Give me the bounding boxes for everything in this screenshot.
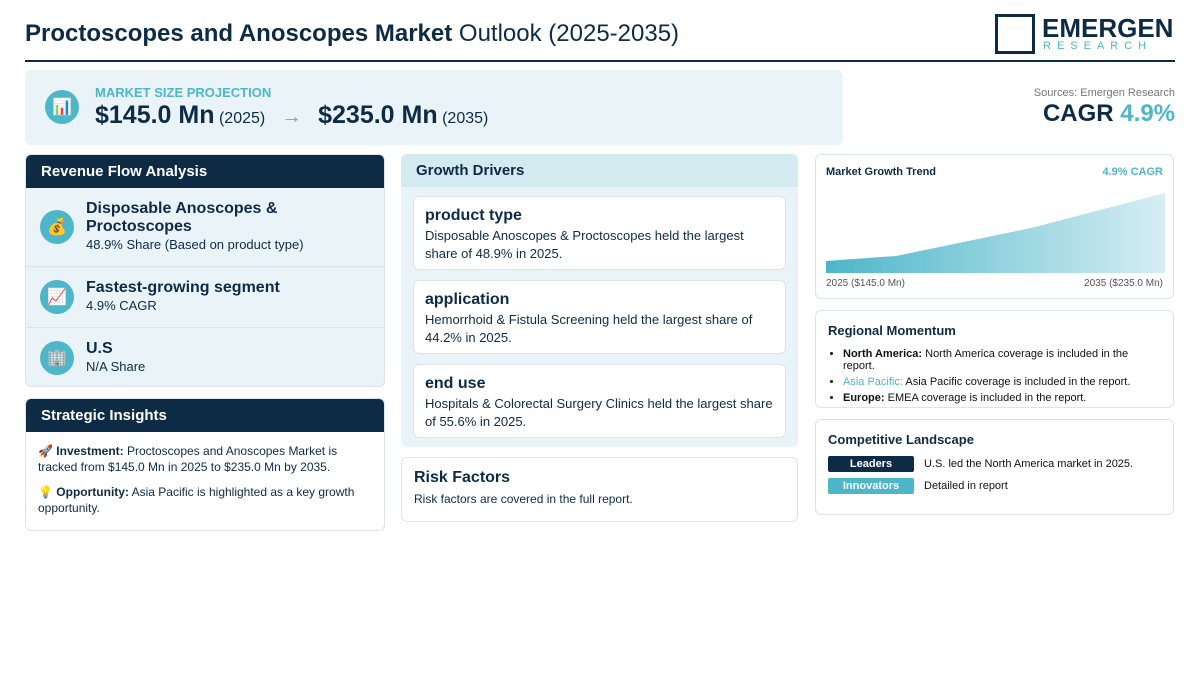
driver: end use Hospitals & Colorectal Surgery Cl… xyxy=(413,364,786,438)
badge: Leaders xyxy=(828,456,914,472)
insight-label: Investment: xyxy=(56,444,124,458)
region-text: North America coverage is included in th… xyxy=(843,348,1129,372)
cagr-label: CAGR xyxy=(1042,100,1114,127)
trend-badge: 4.9% CAGR xyxy=(1102,166,1163,178)
competitive-text: Detailed in report xyxy=(924,480,1008,492)
region-name: Asia Pacific: xyxy=(843,376,903,388)
arrow: → xyxy=(281,106,302,128)
projection-icon: 📊 xyxy=(45,90,79,124)
revenue-title: Revenue Flow Analysis xyxy=(26,155,384,188)
trend-title: Market Growth Trend xyxy=(826,166,937,178)
competitive-card: Competitive Landscape Leaders U.S. led th… xyxy=(815,419,1174,515)
regional-card: Regional Momentum North America: North A… xyxy=(815,310,1174,408)
competitive-row: Leaders U.S. led the North America market… xyxy=(828,456,1161,472)
insight-icon: 💡 xyxy=(38,485,53,499)
header-rule xyxy=(25,60,1175,62)
logo-main: EMERGEN xyxy=(1042,13,1174,43)
item-title: U.S xyxy=(86,340,113,357)
driver-title: product type xyxy=(425,207,522,224)
trend-card: Market Growth Trend 4.9% CAGR 2025 ($145… xyxy=(815,154,1174,299)
item-icon: 📈 xyxy=(40,280,74,314)
insight-text: Proctoscopes and Anoscopes Market is tra… xyxy=(38,444,338,474)
regional-list: North America: North America coverage is… xyxy=(828,348,1161,404)
projection-values: $145.0 Mn (2025) → $235.0 Mn (2035) xyxy=(95,101,488,130)
region-name: Europe: xyxy=(843,392,885,404)
revenue-item: 📈 Fastest-growing segment 4.9% CAGR xyxy=(26,267,384,328)
revenue-card: Revenue Flow Analysis 💰 Disposable Anosco… xyxy=(25,154,385,387)
projection-label: MARKET SIZE PROJECTION xyxy=(95,85,272,100)
trend-start: 2025 ($145.0 Mn) xyxy=(826,278,905,289)
insight-icon: 🚀 xyxy=(38,444,53,458)
region-item: North America: North America coverage is… xyxy=(843,348,1161,372)
source: Sources: Emergen Research xyxy=(1033,87,1175,99)
competitive-title: Competitive Landscape xyxy=(828,432,974,447)
driver-title: end use xyxy=(425,375,486,392)
item-detail: N/A Share xyxy=(86,359,146,374)
logo-sub: RESEARCH xyxy=(1043,40,1153,52)
trend-area xyxy=(826,193,1165,273)
region-name: North America: xyxy=(843,348,923,360)
title-bold: Proctoscopes and Anoscopes Market xyxy=(25,20,453,47)
driver: application Hemorrhoid & Fistula Screenin… xyxy=(413,280,786,354)
start-year: (2025) xyxy=(218,110,266,127)
competitive-text: U.S. led the North America market in 202… xyxy=(924,458,1134,470)
cagr-value: 4.9% xyxy=(1120,100,1175,127)
start-value: $145.0 Mn xyxy=(95,101,215,129)
item-title: Disposable Anoscopes & Proctoscopes xyxy=(86,200,278,235)
risk-text: Risk factors are covered in the full rep… xyxy=(414,492,633,506)
risk-title: Risk Factors xyxy=(414,469,511,486)
driver: product type Disposable Anoscopes & Proct… xyxy=(413,196,786,270)
logo-mark xyxy=(995,14,1035,54)
driver-text: Hemorrhoid & Fistula Screening held the … xyxy=(425,312,753,345)
insights-title: Strategic Insights xyxy=(26,399,384,432)
cagr: CAGR 4.9% xyxy=(1043,100,1175,128)
regional-title: Regional Momentum xyxy=(828,323,956,338)
competitive-row: Innovators Detailed in report xyxy=(828,478,1161,494)
item-detail: 4.9% CAGR xyxy=(86,298,157,313)
title: Proctoscopes and Anoscopes Market Outloo… xyxy=(25,20,679,48)
insight: 💡 Opportunity: Asia Pacific is highlight… xyxy=(38,484,372,516)
end-value: $235.0 Mn xyxy=(318,101,438,129)
insights-body: 🚀 Investment: Proctoscopes and Anoscopes… xyxy=(26,432,384,527)
region-item: Europe: EMEA coverage is included in the… xyxy=(843,392,1161,404)
item-icon: 🏢 xyxy=(40,341,74,375)
risk-card: Risk Factors Risk factors are covered in… xyxy=(401,457,798,522)
region-text: EMEA coverage is included in the report. xyxy=(887,392,1087,404)
region-item: Asia Pacific: Asia Pacific coverage is i… xyxy=(843,376,1161,388)
insight: 🚀 Investment: Proctoscopes and Anoscopes… xyxy=(38,443,372,475)
trend-chart xyxy=(826,193,1165,273)
insights-card: Strategic Insights 🚀 Investment: Proctos… xyxy=(25,398,385,531)
insight-label: Opportunity: xyxy=(56,485,129,499)
drivers-title: Growth Drivers xyxy=(401,154,798,187)
insight-text: Asia Pacific is highlighted as a key gro… xyxy=(38,485,355,515)
trend-end: 2035 ($235.0 Mn) xyxy=(1084,278,1163,289)
driver-text: Hospitals & Colorectal Surgery Clinics h… xyxy=(425,396,773,429)
item-detail: 48.9% Share (Based on product type) xyxy=(86,237,304,252)
drivers-card: Growth Drivers product type Disposable An… xyxy=(401,154,798,447)
badge: Innovators xyxy=(828,478,914,494)
projection-box: 📊 MARKET SIZE PROJECTION $145.0 Mn (2025… xyxy=(25,70,843,145)
title-rest: Outlook (2025-2035) xyxy=(458,20,680,47)
driver-title: application xyxy=(425,291,510,308)
region-text: Asia Pacific coverage is included in the… xyxy=(905,376,1131,388)
driver-text: Disposable Anoscopes & Proctoscopes held… xyxy=(425,228,744,261)
item-icon: 💰 xyxy=(40,210,74,244)
item-title: Fastest-growing segment xyxy=(86,279,280,296)
revenue-item: 💰 Disposable Anoscopes & Proctoscopes 48.9… xyxy=(26,188,384,267)
end-year: (2035) xyxy=(442,110,489,127)
revenue-item: 🏢 U.S N/A Share xyxy=(26,328,384,386)
